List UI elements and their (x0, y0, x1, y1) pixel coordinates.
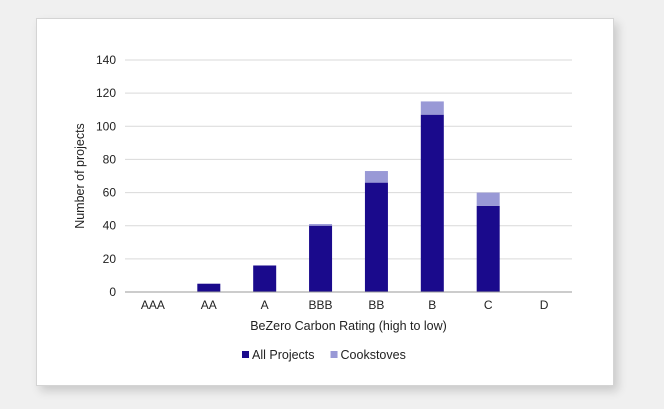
x-tick-label: D (540, 298, 549, 312)
legend: All Projects Cookstoves (242, 348, 406, 362)
bar-cookstoves-c (476, 192, 500, 206)
bar-all-projects-bb (364, 182, 388, 292)
x-tick-label: BB (368, 298, 384, 312)
bar-all-projects-c (476, 205, 500, 292)
bar-all-projects-bbb (309, 225, 333, 292)
x-tick-label: A (261, 298, 269, 312)
legend-label: Cookstoves (341, 348, 406, 362)
gridlines (125, 59, 572, 260)
y-axis-title: Number of projects (73, 123, 87, 229)
x-tick-label: AA (201, 298, 217, 312)
y-tick-label: 100 (96, 119, 116, 133)
bar-cookstoves-b (420, 101, 444, 115)
y-tick-label: 60 (103, 186, 117, 200)
legend-label: All Projects (252, 348, 315, 362)
bar-cookstoves-bbb (309, 224, 333, 226)
bar-all-projects-b (420, 114, 444, 292)
y-tick-label: 80 (103, 152, 117, 166)
legend-swatch (242, 351, 249, 358)
y-tick-label: 20 (103, 252, 117, 266)
bar-all-projects-aa (197, 283, 221, 292)
bars (197, 101, 500, 292)
y-tick-label: 0 (109, 285, 116, 299)
y-tick-label: 120 (96, 86, 116, 100)
x-tick-label: BBB (309, 298, 333, 312)
legend-swatch (330, 351, 338, 358)
chart-card: 0 20 40 60 80 100 120 140 AAA AA A BBB BB B C D Number … (36, 18, 614, 386)
x-axis-title: BeZero Carbon Rating (high to low) (250, 319, 447, 333)
bar-all-projects-a (253, 265, 277, 292)
x-tick-label: C (484, 298, 493, 312)
x-tick-label: B (428, 298, 436, 312)
y-tick-label: 40 (103, 219, 117, 233)
y-tick-label: 140 (96, 53, 116, 67)
x-tick-label: AAA (141, 298, 165, 312)
bar-cookstoves-bb (364, 171, 388, 183)
